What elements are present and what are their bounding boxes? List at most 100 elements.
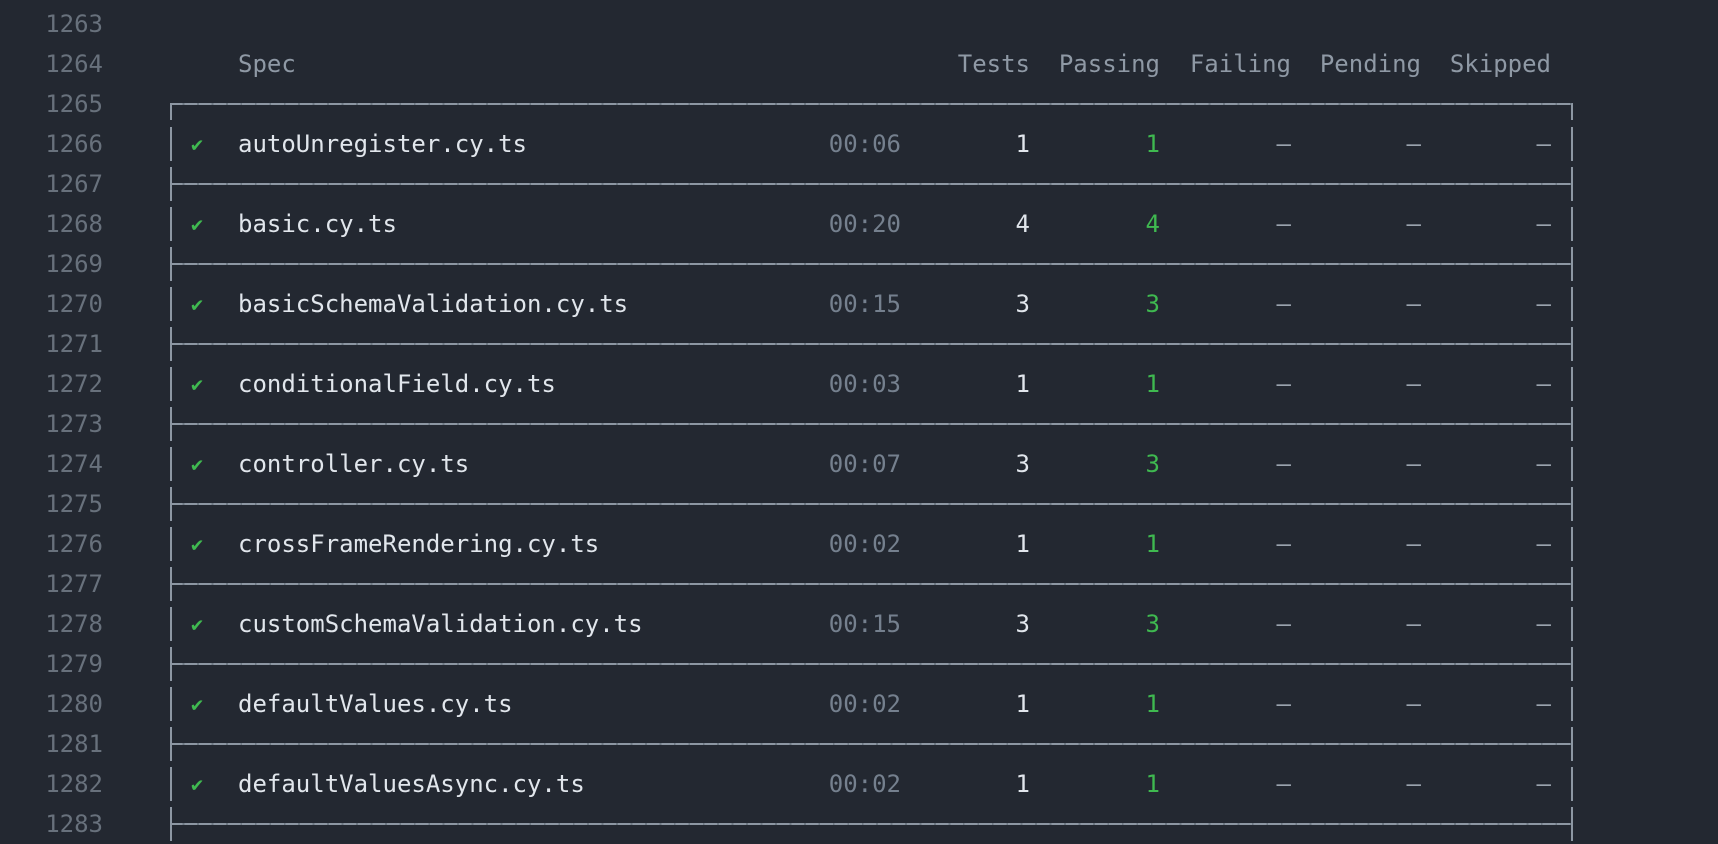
pending-dash: – [1406,210,1421,238]
table-border-line [170,343,1573,345]
table-border-right [1571,207,1573,241]
table-row-separator: 1279 [0,644,1718,684]
spec-result-row: 1266 ✔ autoUnregister.cy.ts 00:06 1 1 – … [0,124,1718,164]
table-border-line [170,503,1573,505]
pending-dash: – [1406,690,1421,718]
line-number: 1277 [45,570,103,598]
skipped-dash: – [1536,530,1551,558]
line-number: 1265 [45,90,103,118]
spec-duration: 00:02 [828,770,901,798]
tests-count: 4 [1015,210,1030,238]
line-number: 1280 [45,690,103,718]
skipped-dash: – [1536,130,1551,158]
spec-result-row: 1272 ✔ conditionalField.cy.ts 00:03 1 1 … [0,364,1718,404]
table-border-left [170,567,172,601]
table-border-right [1571,527,1573,561]
pending-dash: – [1406,370,1421,398]
skipped-dash: – [1536,770,1551,798]
column-header-spec: Spec [238,50,296,78]
spec-duration: 00:15 [828,290,901,318]
table-border-left [170,807,172,841]
tests-count: 3 [1015,450,1030,478]
passing-count: 1 [1145,370,1160,398]
spec-result-row: 1268 ✔ basic.cy.ts 00:20 4 4 – – – [0,204,1718,244]
spec-result-row: 1274 ✔ controller.cy.ts 00:07 3 3 – – – [0,444,1718,484]
line-number: 1267 [45,170,103,198]
check-icon: ✔ [191,292,204,316]
table-border-top: 1265 [0,84,1718,124]
spec-duration: 00:02 [828,530,901,558]
line-number: 1283 [45,810,103,838]
table-border-left [170,407,172,441]
table-border-left [170,127,172,161]
spec-name: basic.cy.ts [238,210,397,238]
failing-dash: – [1276,130,1291,158]
line-number: 1275 [45,490,103,518]
table-row-separator: 1277 [0,564,1718,604]
table-border-left [170,327,172,361]
table-border-line [170,263,1573,265]
pending-dash: – [1406,130,1421,158]
line-number: 1269 [45,250,103,278]
table-border-right [1571,327,1573,361]
line-number: 1281 [45,730,103,758]
skipped-dash: – [1536,370,1551,398]
table-border-line [170,823,1573,825]
tests-count: 1 [1015,770,1030,798]
failing-dash: – [1276,690,1291,718]
table-row-separator: 1283 [0,804,1718,844]
skipped-dash: – [1536,690,1551,718]
failing-dash: – [1276,290,1291,318]
column-header-failing: Failing [1189,50,1291,78]
spec-name: controller.cy.ts [238,450,470,478]
line-number: 1272 [45,370,103,398]
pending-dash: – [1406,290,1421,318]
table-border-left [170,607,172,641]
table-border-right [1571,407,1573,441]
spec-duration: 00:02 [828,690,901,718]
failing-dash: – [1276,450,1291,478]
failing-dash: – [1276,530,1291,558]
pending-dash: – [1406,770,1421,798]
spec-name: defaultValuesAsync.cy.ts [238,770,585,798]
check-icon: ✔ [191,452,204,476]
table-border-left [170,767,172,801]
table-border-left [170,207,172,241]
spec-name: defaultValues.cy.ts [238,690,513,718]
table-border-right [1571,767,1573,801]
spec-result-row: 1278 ✔ customSchemaValidation.cy.ts 00:1… [0,604,1718,644]
table-border-right [1571,647,1573,681]
spec-result-row: 1276 ✔ crossFrameRendering.cy.ts 00:02 1… [0,524,1718,564]
terminal-line: 1263 [0,4,1718,44]
table-row-separator: 1271 [0,324,1718,364]
line-number: 1273 [45,410,103,438]
line-number: 1264 [45,50,103,78]
table-row-separator: 1275 [0,484,1718,524]
spec-duration: 00:06 [828,130,901,158]
check-icon: ✔ [191,132,204,156]
table-row-separator: 1281 [0,724,1718,764]
spec-name: autoUnregister.cy.ts [238,130,527,158]
table-border-left [170,527,172,561]
pending-dash: – [1406,450,1421,478]
failing-dash: – [1276,210,1291,238]
check-icon: ✔ [191,612,204,636]
passing-count: 3 [1145,290,1160,318]
tests-count: 3 [1015,610,1030,638]
table-border-right [1571,567,1573,601]
table-border-left [170,487,172,521]
table-border-right [1571,807,1573,841]
table-border-left [170,104,172,120]
table-border-right [1571,367,1573,401]
check-icon: ✔ [191,772,204,796]
table-row-separator: 1267 [0,164,1718,204]
spec-name: conditionalField.cy.ts [238,370,556,398]
failing-dash: – [1276,370,1291,398]
passing-count: 1 [1145,130,1160,158]
table-border-right [1571,447,1573,481]
spec-duration: 00:03 [828,370,901,398]
pending-dash: – [1406,530,1421,558]
line-number: 1268 [45,210,103,238]
column-header-pending: Pending [1319,50,1421,78]
